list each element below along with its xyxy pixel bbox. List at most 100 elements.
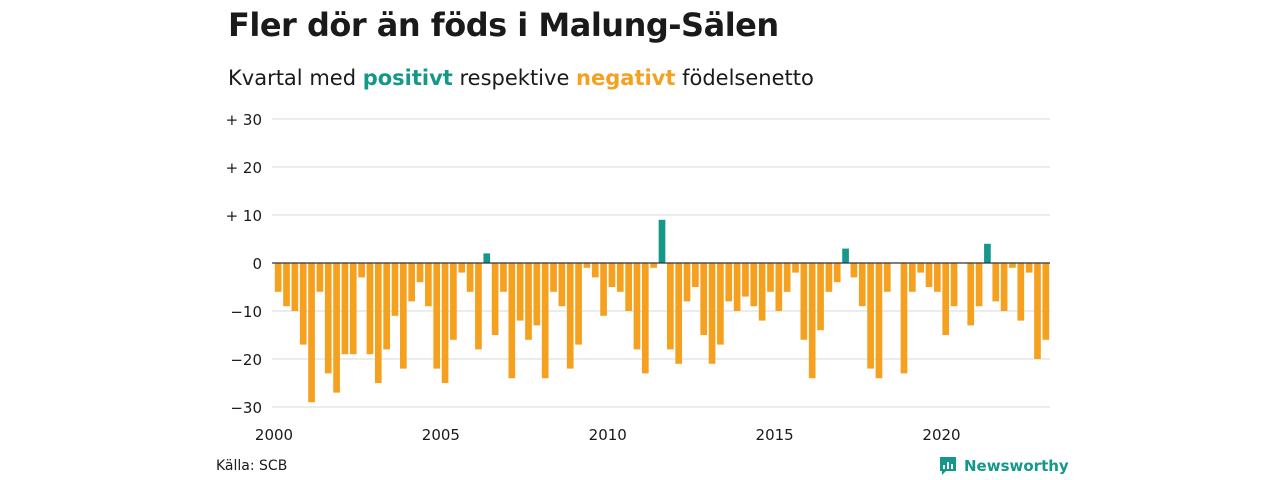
bar: 2019 K2: -2 <box>917 263 925 273</box>
y-tick-label: −10 <box>230 303 262 321</box>
bar: 2022 K2: -12 <box>1017 263 1025 321</box>
bar: 2007 K4: -13 <box>533 263 541 326</box>
bar: 2019 K4: -6 <box>934 263 941 292</box>
bar: 2021 K2: 4 <box>984 243 991 263</box>
bar: 2008 K2: -6 <box>550 263 557 292</box>
bar: 2020 K4: -13 <box>967 263 975 326</box>
subtitle-text-mid: respektive <box>452 66 577 90</box>
bar: 2002 K4: -19 <box>366 263 374 355</box>
bar: 2014 K1: -7 <box>742 263 749 297</box>
bar: 2014 K2: -9 <box>750 263 758 307</box>
bar: 2005 K3: -2 <box>458 263 466 273</box>
bar: 2023 K1: -16 <box>1042 263 1050 340</box>
bar: 2010 K3: -10 <box>625 263 632 311</box>
bar: 2016 K1: -24 <box>808 263 816 379</box>
bar: 2011 K1: -23 <box>641 263 649 374</box>
bar: 2001 K1: -29 <box>308 263 315 403</box>
bar: 2006 K3: -15 <box>491 263 499 335</box>
bar: 2017 K3: -9 <box>858 263 866 307</box>
bar: 2001 K3: -23 <box>324 263 332 374</box>
subtitle-positive-label: positivt <box>362 66 453 90</box>
bar: 2013 K4: -10 <box>733 263 741 311</box>
bar: 2011 K2: -1 <box>650 263 657 268</box>
x-tick-label: 2010 <box>589 426 627 444</box>
y-tick-label: −30 <box>230 399 262 417</box>
bar: 2006 K4: -6 <box>500 263 507 292</box>
bar: 2002 K2: -19 <box>349 263 357 355</box>
bar: 2017 K4: -22 <box>867 263 874 369</box>
bar: 2011 K4: -18 <box>667 263 674 350</box>
y-tick-label: −20 <box>230 351 262 369</box>
x-tick-label: 2005 <box>422 426 460 444</box>
y-tick-label: + 20 <box>226 159 262 177</box>
bar: 2004 K2: -4 <box>416 263 424 283</box>
bar: 2016 K4: -4 <box>833 263 841 283</box>
bar: 2021 K3: -8 <box>992 263 1000 302</box>
bar: 2015 K2: -6 <box>783 263 791 292</box>
bar: 2000 K4: -17 <box>299 263 307 345</box>
bar: 2004 K3: -9 <box>425 263 432 307</box>
y-tick-label: 0 <box>252 255 262 273</box>
bar: 2007 K2: -12 <box>516 263 524 321</box>
chart-subtitle: Kvartal med positivt respektive negativt… <box>228 66 814 90</box>
bar: 2012 K4: -15 <box>700 263 708 335</box>
bar: 2001 K4: -27 <box>333 263 340 393</box>
x-tick-label: 2020 <box>922 426 960 444</box>
bar: 2014 K4: -6 <box>767 263 774 292</box>
bar: 2004 K1: -8 <box>408 263 416 302</box>
bar: 2013 K2: -17 <box>717 263 724 345</box>
bar: 2015 K3: -2 <box>792 263 799 273</box>
bar: 2012 K2: -8 <box>683 263 691 302</box>
bar: 2006 K1: -18 <box>475 263 482 350</box>
bar: 2008 K1: -24 <box>541 263 549 379</box>
bar: 2005 K4: -6 <box>466 263 474 292</box>
bar: 2006 K2: 2 <box>483 253 491 263</box>
bar: 2018 K1: -24 <box>875 263 883 379</box>
bar: 2005 K1: -25 <box>441 263 449 383</box>
bar: 2012 K3: -5 <box>692 263 699 287</box>
bar: 2003 K4: -22 <box>400 263 407 369</box>
bar: 2020 K2: -9 <box>950 263 958 307</box>
bar: 2011 K3: 9 <box>658 219 666 263</box>
subtitle-text-post: födelsenetto <box>675 66 814 90</box>
bar: 2003 K1: -25 <box>374 263 382 383</box>
bar: 2013 K1: -21 <box>708 263 716 364</box>
bar: 2008 K3: -9 <box>558 263 566 307</box>
bar: 2002 K3: -3 <box>358 263 365 278</box>
bar: 2009 K3: -3 <box>591 263 599 278</box>
bar: 2002 K1: -19 <box>341 263 349 355</box>
bar: 2012 K1: -21 <box>675 263 683 364</box>
bar: 2003 K3: -11 <box>391 263 399 316</box>
bar: 2022 K3: -2 <box>1025 263 1033 273</box>
bar: 2008 K4: -22 <box>566 263 574 369</box>
bar: 2018 K4: -23 <box>900 263 908 374</box>
bar: 2017 K1: 3 <box>842 248 849 263</box>
bar: 2016 K2: -14 <box>817 263 824 331</box>
x-tick-label: 2015 <box>756 426 794 444</box>
bar: 2020 K1: -15 <box>942 263 950 335</box>
subtitle-text-pre: Kvartal med <box>228 66 363 90</box>
bar: 2000 K2: -9 <box>283 263 290 307</box>
bar: 2000 K1: -6 <box>274 263 282 292</box>
source-label: Källa: SCB <box>216 458 288 474</box>
brand: Newsworthy <box>938 456 1069 476</box>
subtitle-negative-label: negativt <box>576 66 676 90</box>
bar: 2021 K4: -10 <box>1000 263 1008 311</box>
bar: 2022 K4: -20 <box>1034 263 1041 359</box>
bar: 2009 K1: -17 <box>575 263 582 345</box>
bar: 2013 K3: -8 <box>725 263 733 302</box>
bar: 2009 K4: -11 <box>600 263 607 316</box>
x-tick-label: 2000 <box>255 426 293 444</box>
bar: 2016 K3: -6 <box>825 263 833 292</box>
bar: 2007 K3: -16 <box>525 263 532 340</box>
bar: 2004 K4: -22 <box>433 263 441 369</box>
bar: 2010 K4: -18 <box>633 263 641 350</box>
bar: 2015 K1: -10 <box>775 263 783 311</box>
bar: 2015 K4: -16 <box>800 263 808 340</box>
bar: 2010 K1: -5 <box>608 263 616 287</box>
bar: 2010 K2: -6 <box>616 263 624 292</box>
y-tick-label: + 10 <box>226 207 262 225</box>
bar: 2003 K2: -18 <box>383 263 390 350</box>
bar: 2017 K2: -3 <box>850 263 858 278</box>
